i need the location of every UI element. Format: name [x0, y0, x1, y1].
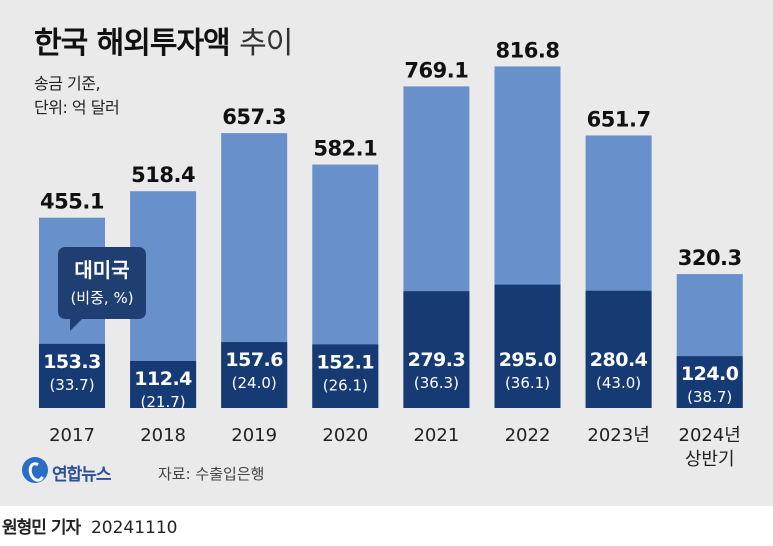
- us-value-label: 124.0: [681, 363, 739, 385]
- us-share-label: (36.3): [414, 374, 459, 392]
- subtitle-basis: 송금 기준,: [34, 74, 101, 93]
- x-tick-label: 2023년: [587, 425, 649, 446]
- x-tick-label: 2018: [140, 425, 186, 446]
- bar-us: [312, 344, 379, 408]
- bar-chart: 455.1 153.3 (33.7) 2017 518.4 112.4 (21.7) 2018…: [39, 38, 743, 470]
- total-value-label: 455.1: [40, 190, 104, 214]
- bar-us: [403, 291, 470, 408]
- us-value-label: 280.4: [590, 349, 648, 371]
- yonhap-logo-icon: [22, 457, 48, 484]
- total-value-label: 657.3: [222, 105, 286, 129]
- us-share-label: (38.7): [687, 388, 732, 406]
- us-share-label: (33.7): [49, 376, 94, 394]
- us-share-label: (36.1): [505, 374, 550, 392]
- x-tick-label: 2020: [322, 425, 368, 446]
- total-value-label: 816.8: [496, 38, 560, 62]
- us-value-label: 279.3: [408, 349, 466, 371]
- x-tick-label: 2019: [231, 425, 277, 446]
- total-value-label: 518.4: [131, 163, 195, 187]
- legend-callout-subtitle: (비중, %): [70, 289, 133, 307]
- us-value-label: 157.6: [225, 349, 283, 371]
- total-value-label: 582.1: [313, 137, 377, 161]
- x-tick-label: 2022: [505, 425, 551, 446]
- us-share-label: (26.1): [323, 376, 368, 394]
- bar-us: [130, 360, 197, 408]
- logo-text: 연합뉴스: [52, 465, 112, 485]
- bar-us: [39, 343, 105, 408]
- bar-us: [676, 356, 743, 408]
- legend-callout: [58, 247, 146, 331]
- us-share-label: (24.0): [232, 374, 277, 392]
- us-value-label: 152.1: [316, 351, 374, 373]
- us-value-label: 295.0: [499, 349, 557, 371]
- total-value-label: 651.7: [587, 107, 651, 131]
- us-value-label: 153.3: [43, 351, 101, 373]
- total-value-label: 769.1: [404, 58, 468, 82]
- chart-title: 한국 해외투자액 추이: [34, 26, 293, 61]
- us-value-label: 112.4: [134, 368, 192, 390]
- us-share-label: (21.7): [141, 393, 186, 411]
- x-tick-label: 2017: [49, 425, 95, 446]
- legend-callout-title: 대미국: [74, 258, 129, 282]
- credit-date: 20241110: [90, 518, 178, 538]
- x-tick-label: 2021: [413, 425, 459, 446]
- source-text: 자료: 수출입은행: [158, 465, 265, 483]
- reporter-name: 원형민 기자: [2, 518, 81, 538]
- credit: 원형민 기자 20241110: [2, 513, 177, 538]
- bar-us: [221, 342, 288, 408]
- subtitle-unit: 단위: 억 달러: [34, 98, 120, 117]
- bar-us: [585, 290, 652, 408]
- x-tick-label: 상반기: [685, 449, 735, 470]
- chart-panel: 한국 해외투자액 추이 송금 기준, 단위: 억 달러 455.1 153.3 (3…: [0, 0, 773, 506]
- total-value-label: 320.3: [678, 246, 742, 270]
- x-tick-label: 2024년: [679, 425, 741, 446]
- bar-us: [494, 284, 561, 408]
- us-share-label: (43.0): [596, 374, 641, 392]
